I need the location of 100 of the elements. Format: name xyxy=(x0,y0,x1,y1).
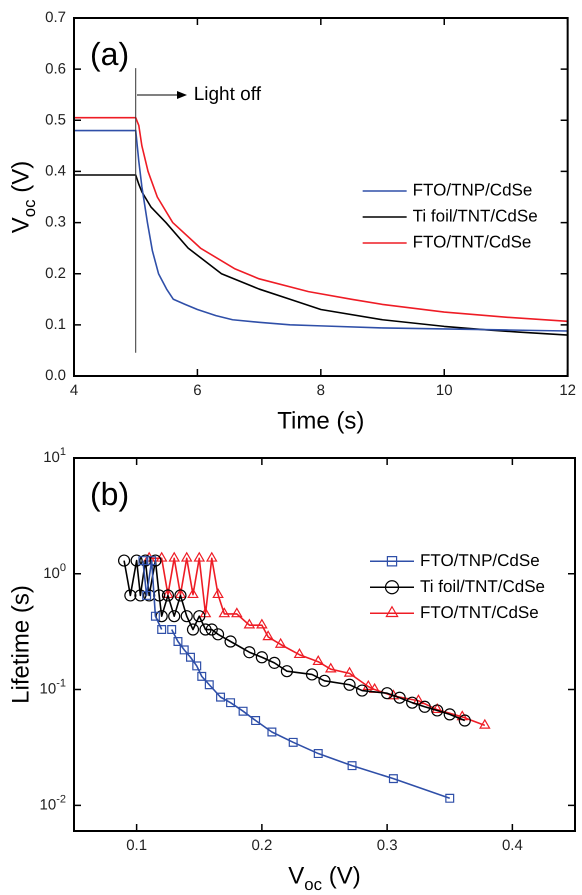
point xyxy=(173,637,182,646)
point xyxy=(118,554,130,567)
point xyxy=(306,668,318,681)
point xyxy=(167,625,176,634)
point xyxy=(268,656,280,669)
annotation: (b) xyxy=(90,476,130,512)
point xyxy=(212,628,224,640)
point xyxy=(343,678,356,691)
point xyxy=(200,608,211,618)
point xyxy=(206,623,218,636)
x-tick-label: 4 xyxy=(70,382,78,400)
point xyxy=(244,619,255,628)
point xyxy=(312,656,324,666)
point xyxy=(186,652,195,662)
point xyxy=(394,692,406,704)
point xyxy=(216,692,226,702)
point xyxy=(180,610,193,622)
point xyxy=(432,704,443,714)
y-tick-label: 0.0 xyxy=(45,367,66,384)
point xyxy=(445,794,454,803)
y-tick-label: 0.4 xyxy=(45,162,66,180)
point xyxy=(479,719,490,729)
point xyxy=(381,687,394,700)
point xyxy=(406,696,418,709)
point xyxy=(218,608,230,618)
point xyxy=(231,608,242,618)
y-tick-label: 0.7 xyxy=(45,9,66,26)
point xyxy=(124,589,136,602)
point xyxy=(194,552,205,562)
legend-label: Ti foil/TNT/CdSe xyxy=(420,576,546,596)
point xyxy=(143,589,156,602)
point xyxy=(262,630,274,640)
point xyxy=(294,648,305,658)
x-tick-label: 12 xyxy=(559,382,576,400)
point xyxy=(193,610,206,622)
x-axis-title: Time (s) xyxy=(277,408,364,435)
point xyxy=(180,645,189,654)
point xyxy=(188,588,198,598)
point xyxy=(275,638,286,648)
y-axis-title: Voc (V) xyxy=(8,160,40,234)
point xyxy=(175,588,186,598)
point xyxy=(413,694,424,704)
point xyxy=(156,552,168,562)
point xyxy=(344,667,355,677)
point xyxy=(138,556,148,566)
point xyxy=(314,749,323,758)
point xyxy=(362,680,374,690)
legend-label: FTO/TNP/CdSe xyxy=(412,180,532,200)
point xyxy=(192,661,202,670)
point xyxy=(456,710,468,720)
point xyxy=(388,774,398,784)
x-tick-label: 8 xyxy=(316,382,325,400)
point xyxy=(156,610,168,622)
point xyxy=(149,554,162,567)
x-tick-label: 0.1 xyxy=(126,837,148,854)
point xyxy=(418,700,431,713)
y-axis-title: Lifetime (s) xyxy=(8,585,35,704)
x-tick-label: 0.4 xyxy=(502,837,523,854)
legend-label: FTO/TNP/CdSe xyxy=(420,550,540,570)
point xyxy=(369,683,380,693)
point xyxy=(174,589,187,602)
point xyxy=(256,619,268,628)
point xyxy=(197,672,206,681)
point xyxy=(153,589,166,602)
point xyxy=(212,588,224,598)
y-tick-label: 0.5 xyxy=(45,111,66,128)
point xyxy=(130,554,143,567)
y-tick-label: 0.1 xyxy=(45,316,66,333)
point xyxy=(168,610,180,622)
point xyxy=(280,665,294,678)
point xyxy=(199,623,212,636)
legend-label: Ti foil/TNT/CdSe xyxy=(412,206,538,226)
y-tick-label: 0.6 xyxy=(45,60,66,78)
point xyxy=(325,663,336,673)
point xyxy=(224,635,237,648)
point xyxy=(243,646,256,658)
x-tick-label: 10 xyxy=(436,382,453,400)
point xyxy=(226,698,236,708)
point xyxy=(288,738,298,747)
point xyxy=(238,706,248,716)
point xyxy=(431,704,444,717)
point xyxy=(157,625,166,634)
point xyxy=(348,761,357,770)
point xyxy=(251,716,260,726)
point xyxy=(150,612,160,621)
point xyxy=(168,552,180,562)
point xyxy=(206,552,218,562)
point xyxy=(181,552,192,562)
point xyxy=(139,554,152,567)
point xyxy=(144,552,155,562)
ref-line-label: Light off xyxy=(194,84,262,105)
point xyxy=(204,680,214,690)
point xyxy=(458,714,471,727)
annotation: (a) xyxy=(90,36,130,72)
legend-label: FTO/TNT/CdSe xyxy=(412,232,532,252)
point xyxy=(162,589,174,602)
legend-label: FTO/TNT/CdSe xyxy=(420,602,539,622)
point xyxy=(356,684,368,697)
point xyxy=(186,623,200,636)
y-tick-label: 0.2 xyxy=(45,264,66,282)
